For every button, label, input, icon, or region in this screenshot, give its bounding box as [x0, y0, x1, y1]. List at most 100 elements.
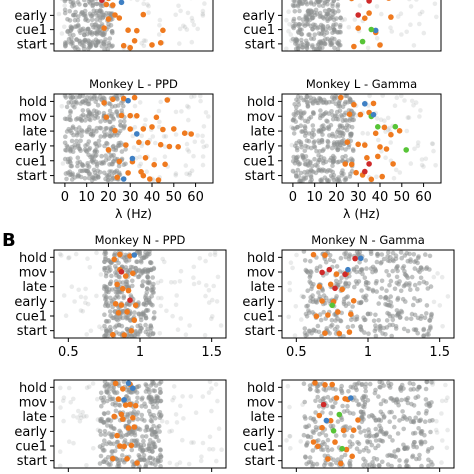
- gray-point: [73, 251, 79, 257]
- gray-point: [321, 309, 327, 315]
- gray-point: [317, 3, 322, 8]
- gray-point: [62, 3, 67, 8]
- orange-point: [327, 281, 334, 288]
- gray-point: [418, 430, 424, 435]
- gray-point: [152, 157, 158, 162]
- orange-point: [349, 0, 354, 2]
- gray-point: [163, 134, 169, 139]
- gray-point: [391, 175, 397, 181]
- gray-point: [336, 8, 341, 14]
- gray-point: [94, 152, 99, 158]
- gray-point: [102, 133, 108, 138]
- gray-point: [297, 15, 302, 21]
- gray-point: [399, 32, 404, 37]
- gray-point: [365, 45, 371, 51]
- gray-point: [385, 462, 391, 467]
- orange-point: [333, 395, 340, 401]
- gray-point: [376, 318, 382, 323]
- gray-point: [296, 162, 302, 167]
- gray-point: [102, 259, 107, 265]
- orange-point: [353, 169, 359, 176]
- gray-point: [424, 281, 429, 286]
- gray-point: [308, 23, 314, 29]
- gray-point: [160, 256, 165, 262]
- gray-point: [116, 130, 121, 136]
- blue-point: [118, 0, 125, 6]
- gray-point: [203, 293, 208, 299]
- gray-point: [187, 170, 193, 176]
- gray-point: [71, 440, 76, 446]
- gray-point: [151, 266, 156, 272]
- gray-point: [354, 382, 360, 387]
- gray-point: [77, 39, 82, 44]
- gray-point: [345, 324, 351, 330]
- gray-point: [363, 394, 369, 399]
- orange-point: [319, 424, 325, 431]
- orange-point: [348, 161, 355, 168]
- gray-point: [91, 8, 97, 13]
- gray-point: [137, 250, 142, 255]
- gray-point: [320, 3, 326, 9]
- gray-point: [417, 452, 422, 458]
- gray-point: [301, 381, 307, 387]
- gray-point: [351, 411, 356, 416]
- gray-point: [82, 176, 88, 181]
- gray-point: [178, 268, 184, 274]
- gray-point: [149, 431, 155, 437]
- gray-point: [398, 250, 404, 255]
- gray-point: [192, 94, 197, 99]
- gray-point: [304, 17, 310, 22]
- gray-point: [379, 259, 384, 265]
- gray-point: [347, 96, 352, 101]
- orange-point: [342, 396, 348, 402]
- gray-point: [392, 449, 397, 454]
- gray-point: [328, 173, 334, 179]
- gray-point: [325, 11, 331, 17]
- gray-point: [319, 447, 324, 452]
- gray-point: [336, 117, 341, 122]
- gray-point: [169, 428, 175, 434]
- gray-point: [78, 174, 84, 180]
- y-tick-label: hold: [247, 251, 275, 266]
- orange-point: [127, 401, 133, 408]
- gray-point: [148, 396, 153, 402]
- gray-point: [299, 293, 305, 299]
- gray-point: [335, 46, 341, 51]
- gray-point: [171, 384, 177, 389]
- gray-point: [399, 255, 405, 261]
- gray-point: [301, 250, 307, 254]
- gray-point: [113, 400, 118, 406]
- gray-point: [316, 0, 322, 5]
- gray-point: [340, 168, 345, 173]
- gray-point: [142, 457, 147, 463]
- gray-point: [426, 447, 431, 452]
- gray-point: [365, 439, 370, 444]
- orange-point: [157, 40, 164, 46]
- y-tick-label: late: [22, 280, 47, 295]
- gray-point: [425, 286, 431, 291]
- gray-point: [113, 94, 119, 99]
- gray-point: [72, 299, 77, 304]
- gray-point: [308, 95, 313, 100]
- gray-point: [393, 324, 399, 329]
- gray-point: [343, 177, 349, 182]
- orange-point: [315, 443, 321, 450]
- gray-point: [206, 114, 211, 119]
- gray-point: [347, 131, 353, 137]
- gray-point: [190, 18, 195, 24]
- gray-point: [412, 296, 417, 301]
- gray-point: [68, 0, 74, 5]
- gray-point: [188, 394, 194, 399]
- gray-point: [354, 387, 359, 393]
- y-tick-label: mov: [247, 266, 276, 281]
- orange-point: [316, 412, 323, 419]
- orange-point: [110, 2, 116, 8]
- gray-point: [191, 440, 196, 445]
- gray-point: [102, 333, 107, 338]
- gray-point: [307, 455, 313, 460]
- y-tick-label: early: [14, 9, 47, 24]
- y-tick-label: early: [242, 139, 275, 154]
- gray-point: [302, 124, 308, 129]
- gray-point: [327, 99, 332, 105]
- gray-point: [311, 111, 316, 116]
